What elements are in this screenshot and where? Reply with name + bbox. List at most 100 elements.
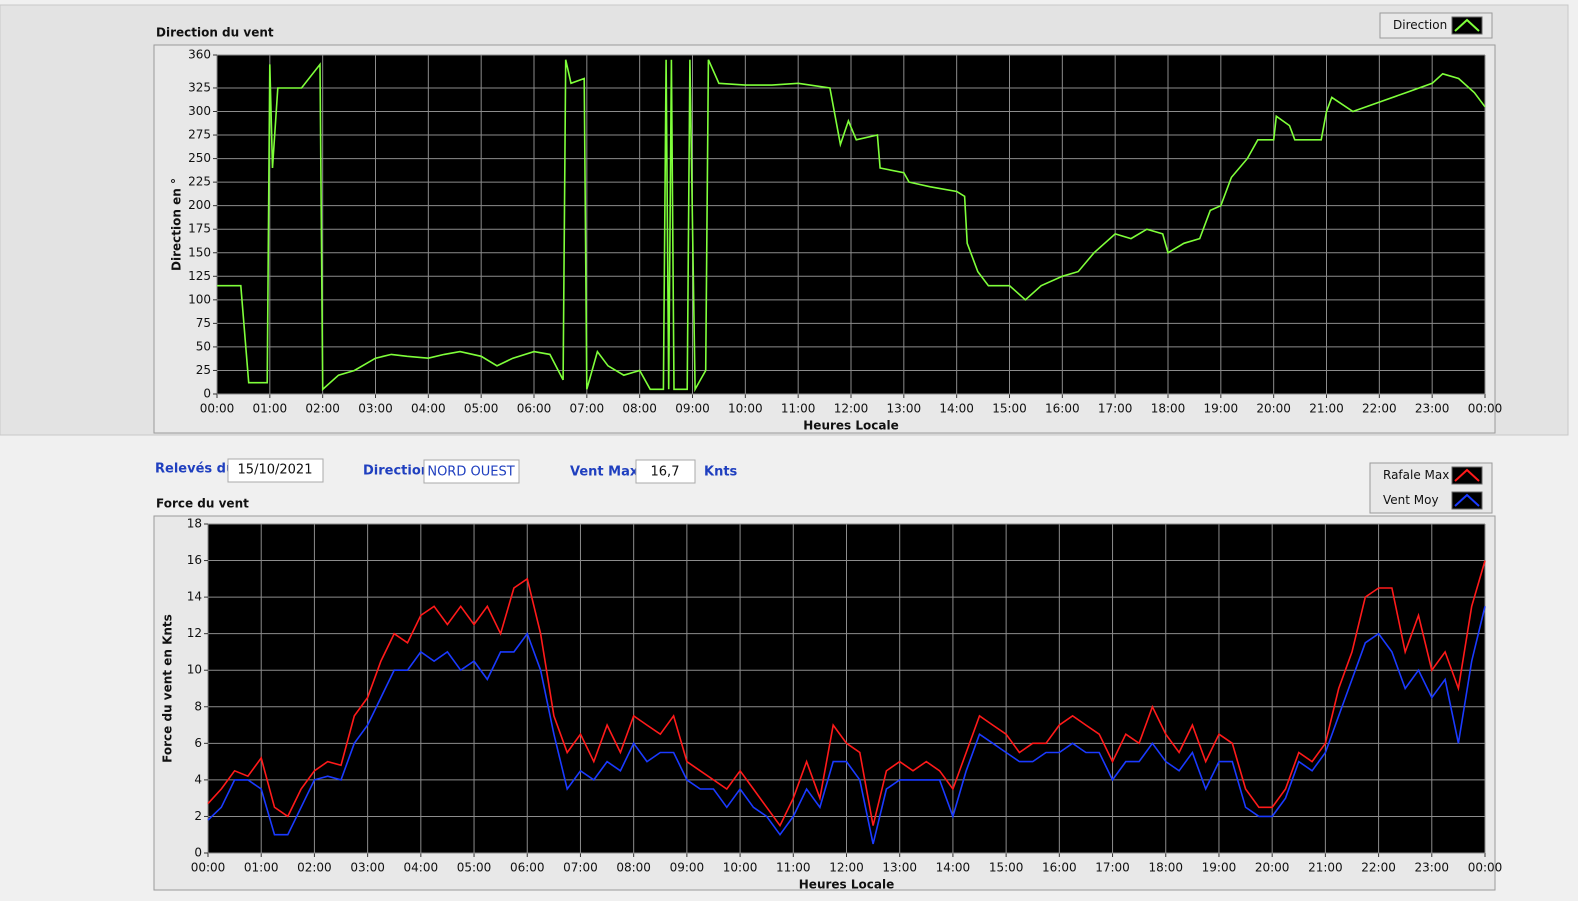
x-tick-label: 23:00 [1415, 402, 1450, 416]
y-tick-label: 150 [188, 245, 211, 259]
x-tick-label: 18:00 [1148, 861, 1183, 875]
field-value: 16,7 [651, 465, 680, 480]
x-tick-label: 10:00 [728, 402, 763, 416]
legend-line [1454, 468, 1480, 482]
chart-title: Force du vent [156, 497, 249, 511]
x-tick-label: 03:00 [350, 861, 385, 875]
x-tick-label: 18:00 [1151, 402, 1186, 416]
y-tick-label: 2 [194, 809, 202, 823]
y-tick-label: 200 [188, 198, 211, 212]
x-tick-label: 22:00 [1362, 402, 1397, 416]
x-tick-label: 07:00 [563, 861, 598, 875]
legend-label: Vent Moy [1383, 493, 1439, 507]
y-tick-label: 25 [196, 363, 211, 377]
x-tick-label: 11:00 [776, 861, 811, 875]
x-tick-label: 08:00 [616, 861, 651, 875]
y-tick-label: 10 [187, 663, 202, 677]
y-tick-label: 225 [188, 175, 211, 189]
y-tick-label: 0 [203, 387, 211, 401]
x-tick-label: 05:00 [464, 402, 499, 416]
field-box [423, 459, 520, 484]
legend-swatch [1451, 16, 1483, 35]
y-tick-label: 16 [187, 553, 202, 567]
y-tick-label: 6 [194, 736, 202, 750]
y-tick-label: 0 [194, 846, 202, 860]
x-tick-label: 23:00 [1414, 861, 1449, 875]
y-tick-label: 100 [188, 292, 211, 306]
x-tick-label: 06:00 [510, 861, 545, 875]
y-tick-label: 75 [196, 316, 211, 330]
x-tick-label: 12:00 [834, 402, 869, 416]
x-tick-label: 05:00 [457, 861, 492, 875]
x-tick-label: 00:00 [1468, 402, 1503, 416]
field-value: NORD OUEST [427, 465, 514, 480]
y-tick-label: 175 [188, 222, 211, 236]
y-tick-label: 360 [188, 48, 211, 62]
x-tick-label: 19:00 [1204, 402, 1239, 416]
x-tick-label: 02:00 [305, 402, 340, 416]
field-label: Vent Max [570, 465, 639, 480]
x-tick-label: 00:00 [200, 402, 235, 416]
y-axis-label: Force du vent en Knts [161, 614, 175, 763]
y-tick-label: 50 [196, 339, 211, 353]
x-tick-label: 20:00 [1255, 861, 1290, 875]
y-tick-label: 18 [187, 517, 202, 531]
x-tick-label: 21:00 [1308, 861, 1343, 875]
chart-title: Direction du vent [156, 26, 274, 40]
x-tick-label: 01:00 [244, 861, 279, 875]
x-tick-label: 00:00 [191, 861, 226, 875]
x-tick-label: 12:00 [829, 861, 864, 875]
x-tick-label: 06:00 [517, 402, 552, 416]
x-tick-label: 07:00 [570, 402, 605, 416]
x-tick-label: 16:00 [1045, 402, 1080, 416]
field-box [635, 459, 696, 484]
data-line [217, 59, 1486, 393]
y-tick-label: 250 [188, 151, 211, 165]
field-label: Relevés du [155, 462, 235, 477]
legend-line [1454, 18, 1480, 32]
x-axis-label: Heures Locale [803, 419, 898, 433]
x-tick-label: 09:00 [670, 861, 705, 875]
legend-swatch [1451, 491, 1483, 510]
x-tick-label: 17:00 [1095, 861, 1130, 875]
x-tick-label: 00:00 [1468, 861, 1503, 875]
x-tick-label: 13:00 [887, 402, 922, 416]
x-tick-label: 08:00 [622, 402, 657, 416]
y-tick-label: 125 [188, 269, 211, 283]
legend-line [1454, 493, 1480, 507]
x-tick-label: 15:00 [989, 861, 1024, 875]
y-tick-label: 12 [187, 626, 202, 640]
y-tick-label: 275 [188, 128, 211, 142]
legend-swatch [1451, 466, 1483, 485]
x-tick-label: 16:00 [1042, 861, 1077, 875]
y-tick-label: 8 [194, 699, 202, 713]
y-tick-label: 300 [188, 104, 211, 118]
x-tick-label: 22:00 [1361, 861, 1396, 875]
x-tick-label: 15:00 [992, 402, 1027, 416]
x-tick-label: 03:00 [358, 402, 393, 416]
x-tick-label: 11:00 [781, 402, 816, 416]
data-line [207, 606, 1486, 845]
x-tick-label: 19:00 [1202, 861, 1237, 875]
x-tick-label: 21:00 [1309, 402, 1344, 416]
legend-label: Direction [1393, 18, 1447, 32]
field-value: 15/10/2021 [238, 463, 313, 478]
y-tick-label: 325 [188, 80, 211, 94]
y-tick-label: 14 [187, 590, 202, 604]
field-box [227, 458, 324, 483]
legend-label: Rafale Max [1383, 468, 1449, 482]
x-tick-label: 02:00 [297, 861, 332, 875]
y-axis-label: Direction en ° [170, 178, 184, 271]
x-tick-label: 04:00 [404, 861, 439, 875]
x-tick-label: 04:00 [411, 402, 446, 416]
x-tick-label: 13:00 [882, 861, 917, 875]
x-tick-label: 20:00 [1256, 402, 1291, 416]
x-tick-label: 17:00 [1098, 402, 1133, 416]
x-tick-label: 14:00 [936, 861, 971, 875]
field-label: Direction [363, 464, 430, 479]
data-line [207, 560, 1486, 828]
x-tick-label: 09:00 [675, 402, 710, 416]
field-unit: Knts [704, 465, 738, 480]
